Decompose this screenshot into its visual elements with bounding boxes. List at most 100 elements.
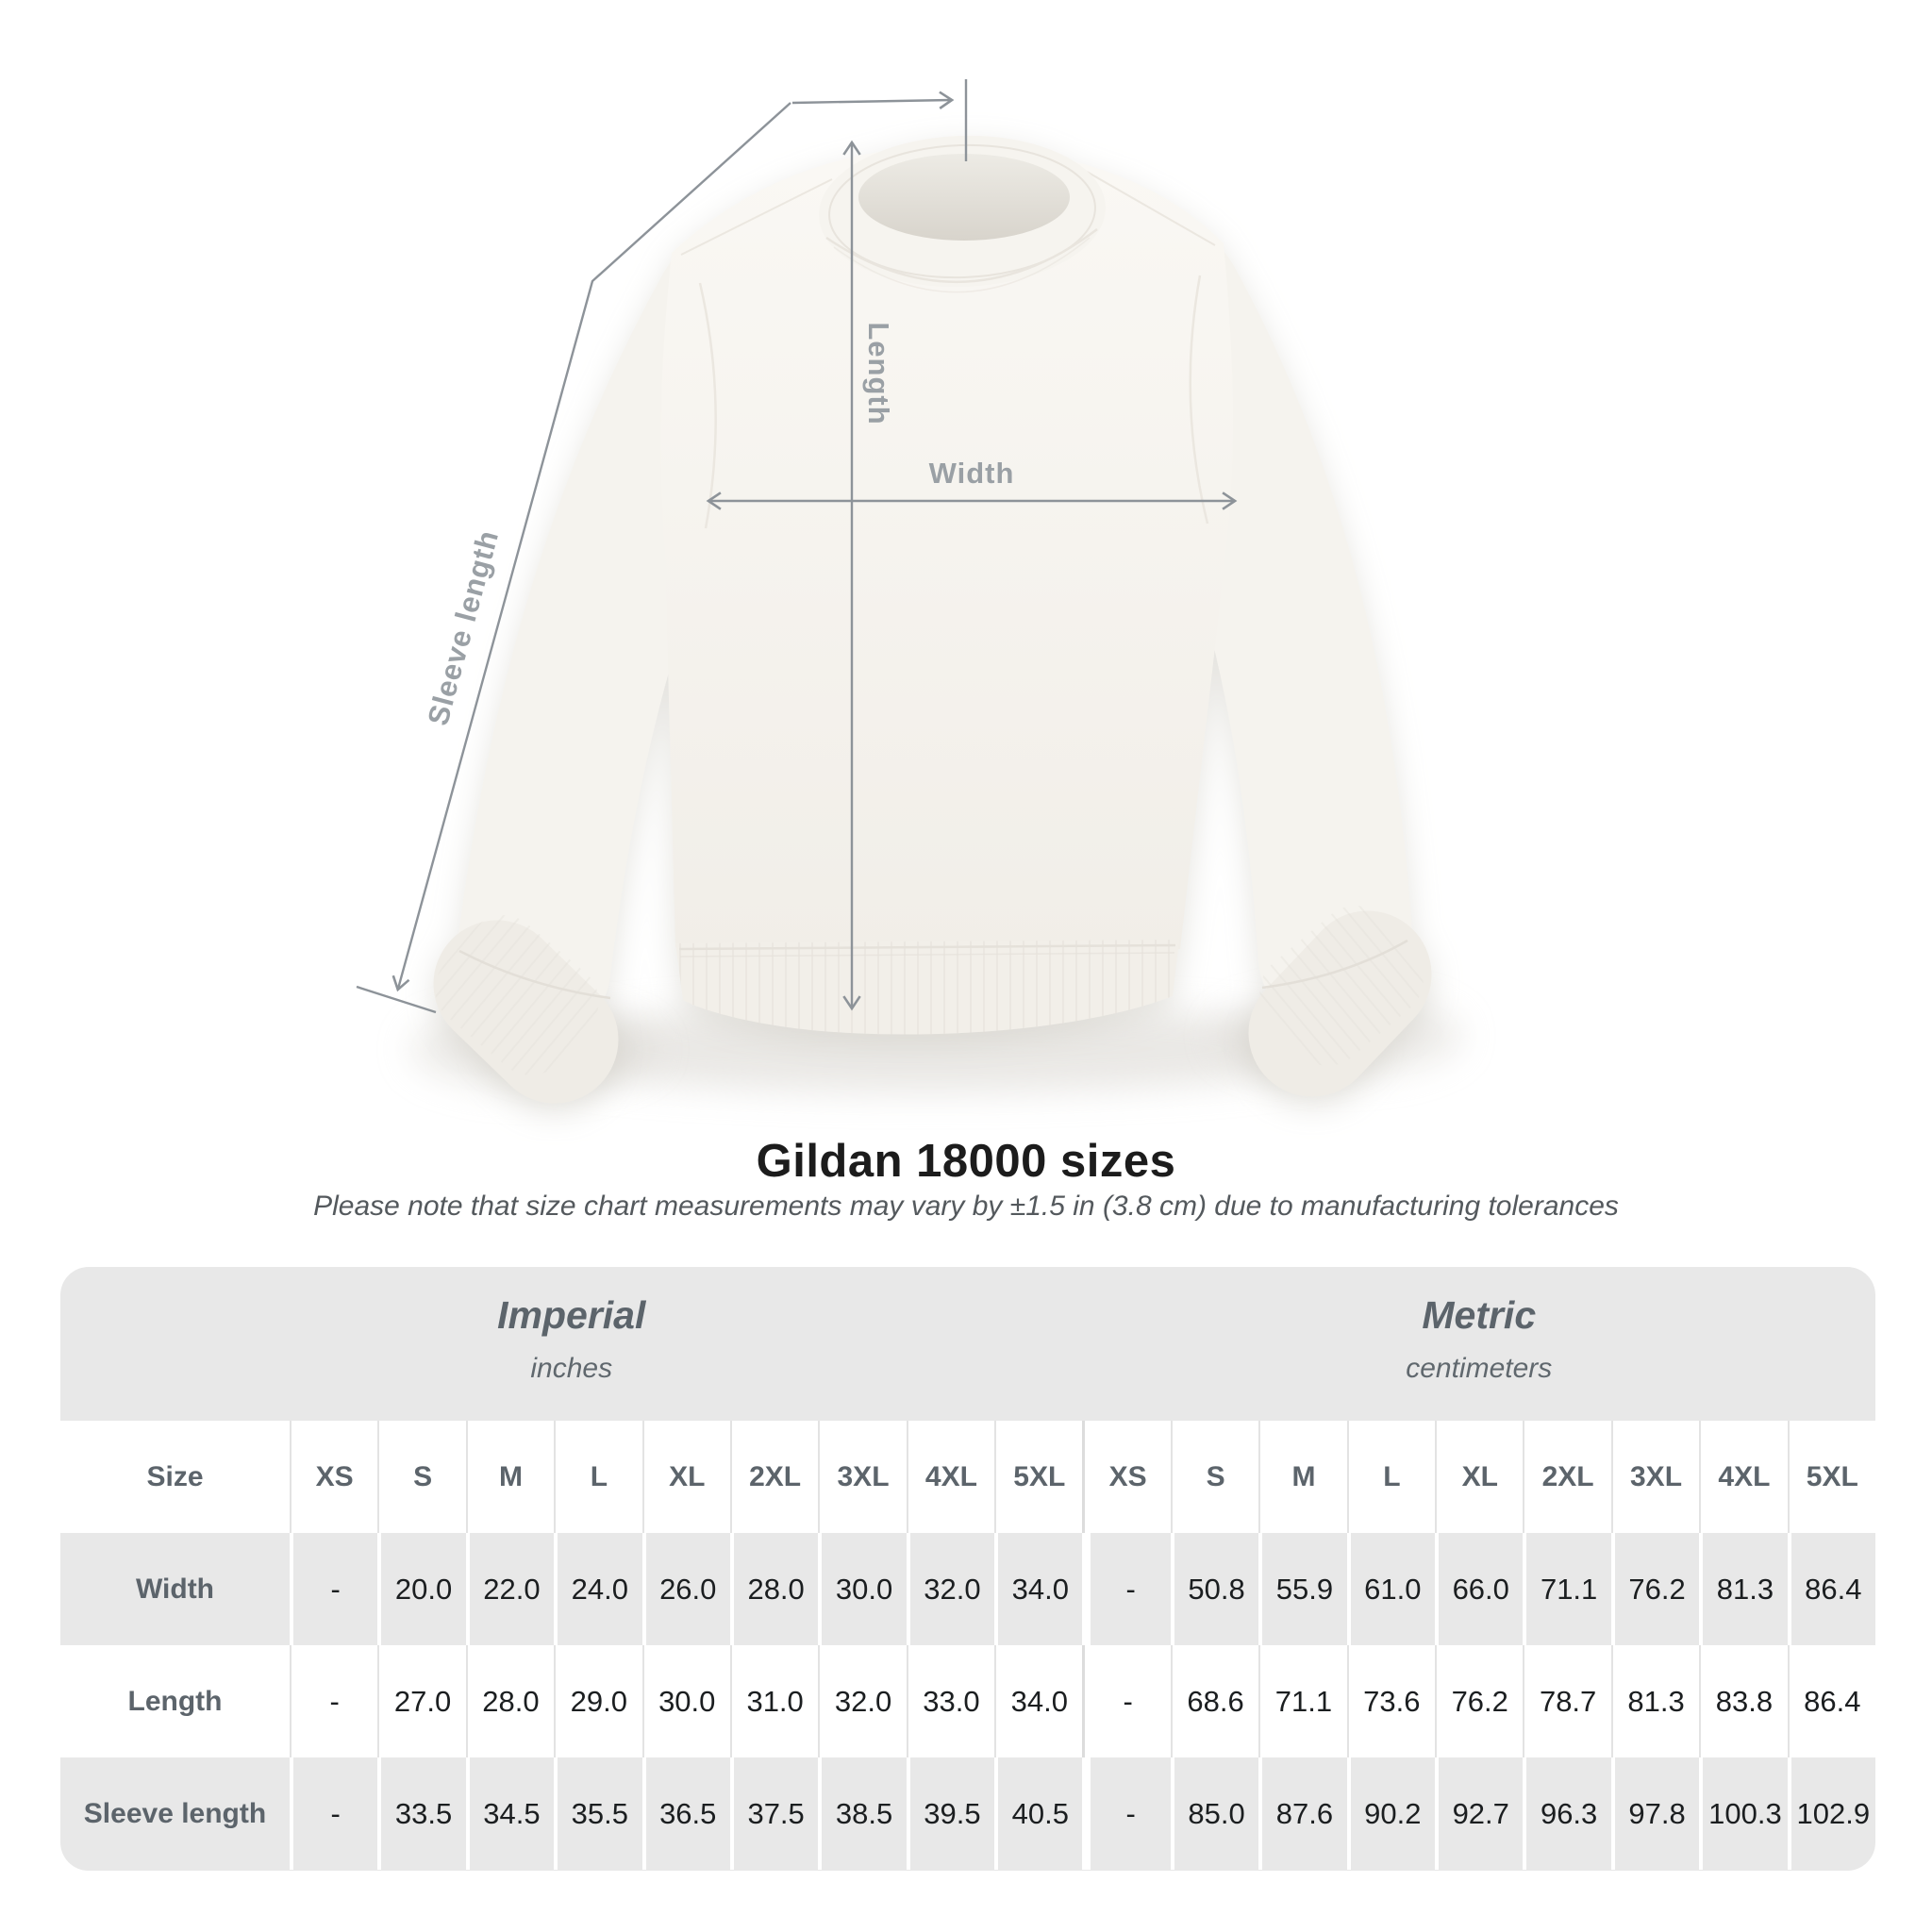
size-header-cell: 3XL	[818, 1421, 906, 1533]
row-label: Width	[135, 1573, 215, 1605]
page-title: Gildan 18000 sizes	[756, 1136, 1176, 1187]
measurement-lines	[356, 79, 1238, 1014]
size-value-cell: 86.4	[1787, 1645, 1875, 1757]
sleeve-arrow-top	[791, 91, 955, 109]
unit-group-name: Imperial	[497, 1293, 646, 1337]
size-header-cell: 2XL	[1523, 1421, 1610, 1533]
size-value-cell: 102.9	[1787, 1757, 1875, 1870]
table-row-sleeve-length: Sleeve length - 33.5 34.5 35.5 36.5 37.5…	[60, 1757, 1875, 1870]
size-value-cell: 86.4	[1787, 1533, 1875, 1645]
unit-group-metric: Metric centimeters	[1083, 1267, 1876, 1421]
unit-group-unit: inches	[530, 1353, 613, 1384]
size-header-cell: XS	[290, 1421, 377, 1533]
size-value-cell: 50.8	[1170, 1533, 1258, 1645]
size-value-cell: -	[1082, 1645, 1170, 1757]
unit-group-name: Metric	[1422, 1293, 1537, 1337]
size-value-cell: 33.5	[377, 1757, 465, 1870]
size-header-cell: M	[465, 1421, 554, 1533]
row-label: Length	[127, 1685, 223, 1717]
size-value-cell: -	[1082, 1533, 1170, 1645]
size-value-cell: 87.6	[1258, 1757, 1346, 1870]
size-header-cell: 4XL	[1699, 1421, 1787, 1533]
size-value-cell: -	[290, 1645, 377, 1757]
size-value-cell: 55.9	[1258, 1533, 1346, 1645]
size-value-cell: 33.0	[906, 1645, 994, 1757]
cuff-tick	[356, 985, 437, 1014]
size-value-cell: 31.0	[729, 1645, 818, 1757]
size-value-cell: 71.1	[1258, 1645, 1346, 1757]
size-value-cell: 22.0	[465, 1533, 554, 1645]
size-value-cell: 34.0	[994, 1645, 1082, 1757]
body	[660, 145, 1234, 966]
size-value-cell: 85.0	[1170, 1757, 1258, 1870]
size-value-cell: 68.6	[1170, 1645, 1258, 1757]
size-value-cell: 24.0	[554, 1533, 641, 1645]
collar	[819, 135, 1106, 293]
size-value-cell: 36.5	[641, 1757, 730, 1870]
size-value-cell: 39.5	[906, 1757, 994, 1870]
size-value-cell: 34.0	[994, 1533, 1082, 1645]
size-header-cell: S	[1170, 1421, 1258, 1533]
size-table: Imperial inches Metric centimeters Size …	[60, 1267, 1875, 1871]
size-value-cell: 40.5	[994, 1757, 1082, 1870]
size-header-cell: 4XL	[906, 1421, 994, 1533]
table-row-width: Width - 20.0 22.0 24.0 26.0 28.0 30.0 32…	[60, 1533, 1875, 1645]
size-value-cell: 61.0	[1346, 1533, 1435, 1645]
size-value-cell: -	[290, 1533, 377, 1645]
length-label: Length	[862, 322, 895, 425]
size-value-cell: 78.7	[1523, 1645, 1610, 1757]
unit-groups-row: Imperial inches Metric centimeters	[60, 1267, 1875, 1421]
column-header-size: Size	[146, 1460, 204, 1492]
table-row-length: Length - 27.0 28.0 29.0 30.0 31.0 32.0 3…	[60, 1645, 1875, 1757]
measurement-diagram: Width Length Sleeve length	[356, 79, 1462, 1104]
table-header-row: Size XS S M L XL 2XL 3XL 4XL 5XL XS S M …	[60, 1421, 1875, 1533]
size-value-cell: -	[1082, 1757, 1170, 1870]
size-value-cell: 81.3	[1610, 1645, 1699, 1757]
size-header-cell: 5XL	[1787, 1421, 1875, 1533]
size-value-cell: 30.0	[641, 1645, 730, 1757]
size-value-cell: 76.2	[1610, 1533, 1699, 1645]
size-value-cell: 32.0	[818, 1645, 906, 1757]
size-value-cell: 38.5	[818, 1757, 906, 1870]
garment-illustration: Width Length Sleeve length	[356, 79, 1462, 1104]
sleeve-length-label: Sleeve length	[421, 526, 505, 729]
size-value-cell: 83.8	[1699, 1645, 1787, 1757]
unit-group-unit: centimeters	[1406, 1353, 1553, 1384]
size-header-cell: 2XL	[729, 1421, 818, 1533]
unit-group-imperial: Imperial inches	[60, 1267, 1083, 1421]
width-label: Width	[929, 457, 1015, 490]
size-value-cell: 28.0	[729, 1533, 818, 1645]
size-value-cell: 92.7	[1435, 1757, 1523, 1870]
sleeve-arrow-diagonal	[391, 102, 791, 992]
size-value-cell: 32.0	[906, 1533, 994, 1645]
size-header-cell: XS	[1082, 1421, 1170, 1533]
size-value-cell: 97.8	[1610, 1757, 1699, 1870]
size-header-cell: L	[554, 1421, 641, 1533]
size-header-cell: XL	[641, 1421, 730, 1533]
size-value-cell: 30.0	[818, 1533, 906, 1645]
size-value-cell: 37.5	[729, 1757, 818, 1870]
size-value-cell: 26.0	[641, 1533, 730, 1645]
size-value-cell: 76.2	[1435, 1645, 1523, 1757]
size-value-cell: 73.6	[1346, 1645, 1435, 1757]
size-value-cell: 29.0	[554, 1645, 641, 1757]
size-value-cell: 34.5	[465, 1757, 554, 1870]
size-value-cell: 66.0	[1435, 1533, 1523, 1645]
size-value-cell: 71.1	[1523, 1533, 1610, 1645]
size-header-cell: 3XL	[1610, 1421, 1699, 1533]
row-label: Sleeve length	[83, 1797, 267, 1829]
size-value-cell: 100.3	[1699, 1757, 1787, 1870]
size-header-cell: 5XL	[994, 1421, 1082, 1533]
size-header-cell: L	[1346, 1421, 1435, 1533]
size-value-cell: 20.0	[377, 1533, 465, 1645]
size-value-cell: 90.2	[1346, 1757, 1435, 1870]
size-header-cell: XL	[1435, 1421, 1523, 1533]
sweatshirt	[433, 135, 1432, 1104]
size-value-cell: 28.0	[465, 1645, 554, 1757]
size-value-cell: 35.5	[554, 1757, 641, 1870]
size-value-cell: -	[290, 1757, 377, 1870]
size-header-cell: M	[1258, 1421, 1346, 1533]
size-value-cell: 81.3	[1699, 1533, 1787, 1645]
size-header-cell: S	[377, 1421, 465, 1533]
